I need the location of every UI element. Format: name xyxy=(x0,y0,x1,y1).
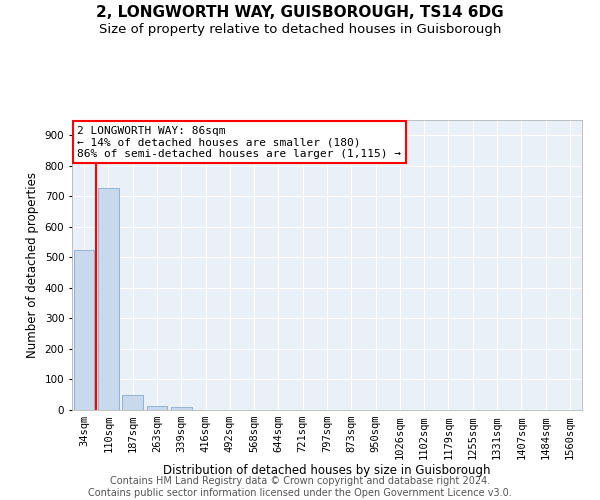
Bar xyxy=(122,396,143,410)
X-axis label: Distribution of detached houses by size in Guisborough: Distribution of detached houses by size … xyxy=(163,464,491,477)
Text: Size of property relative to detached houses in Guisborough: Size of property relative to detached ho… xyxy=(99,22,501,36)
Text: 2 LONGWORTH WAY: 86sqm
← 14% of detached houses are smaller (180)
86% of semi-de: 2 LONGWORTH WAY: 86sqm ← 14% of detached… xyxy=(77,126,401,159)
Text: 2, LONGWORTH WAY, GUISBOROUGH, TS14 6DG: 2, LONGWORTH WAY, GUISBOROUGH, TS14 6DG xyxy=(96,5,504,20)
Bar xyxy=(146,406,167,410)
Bar xyxy=(98,188,119,410)
Bar xyxy=(171,407,191,410)
Text: Contains HM Land Registry data © Crown copyright and database right 2024.
Contai: Contains HM Land Registry data © Crown c… xyxy=(88,476,512,498)
Y-axis label: Number of detached properties: Number of detached properties xyxy=(26,172,39,358)
Bar xyxy=(74,250,94,410)
